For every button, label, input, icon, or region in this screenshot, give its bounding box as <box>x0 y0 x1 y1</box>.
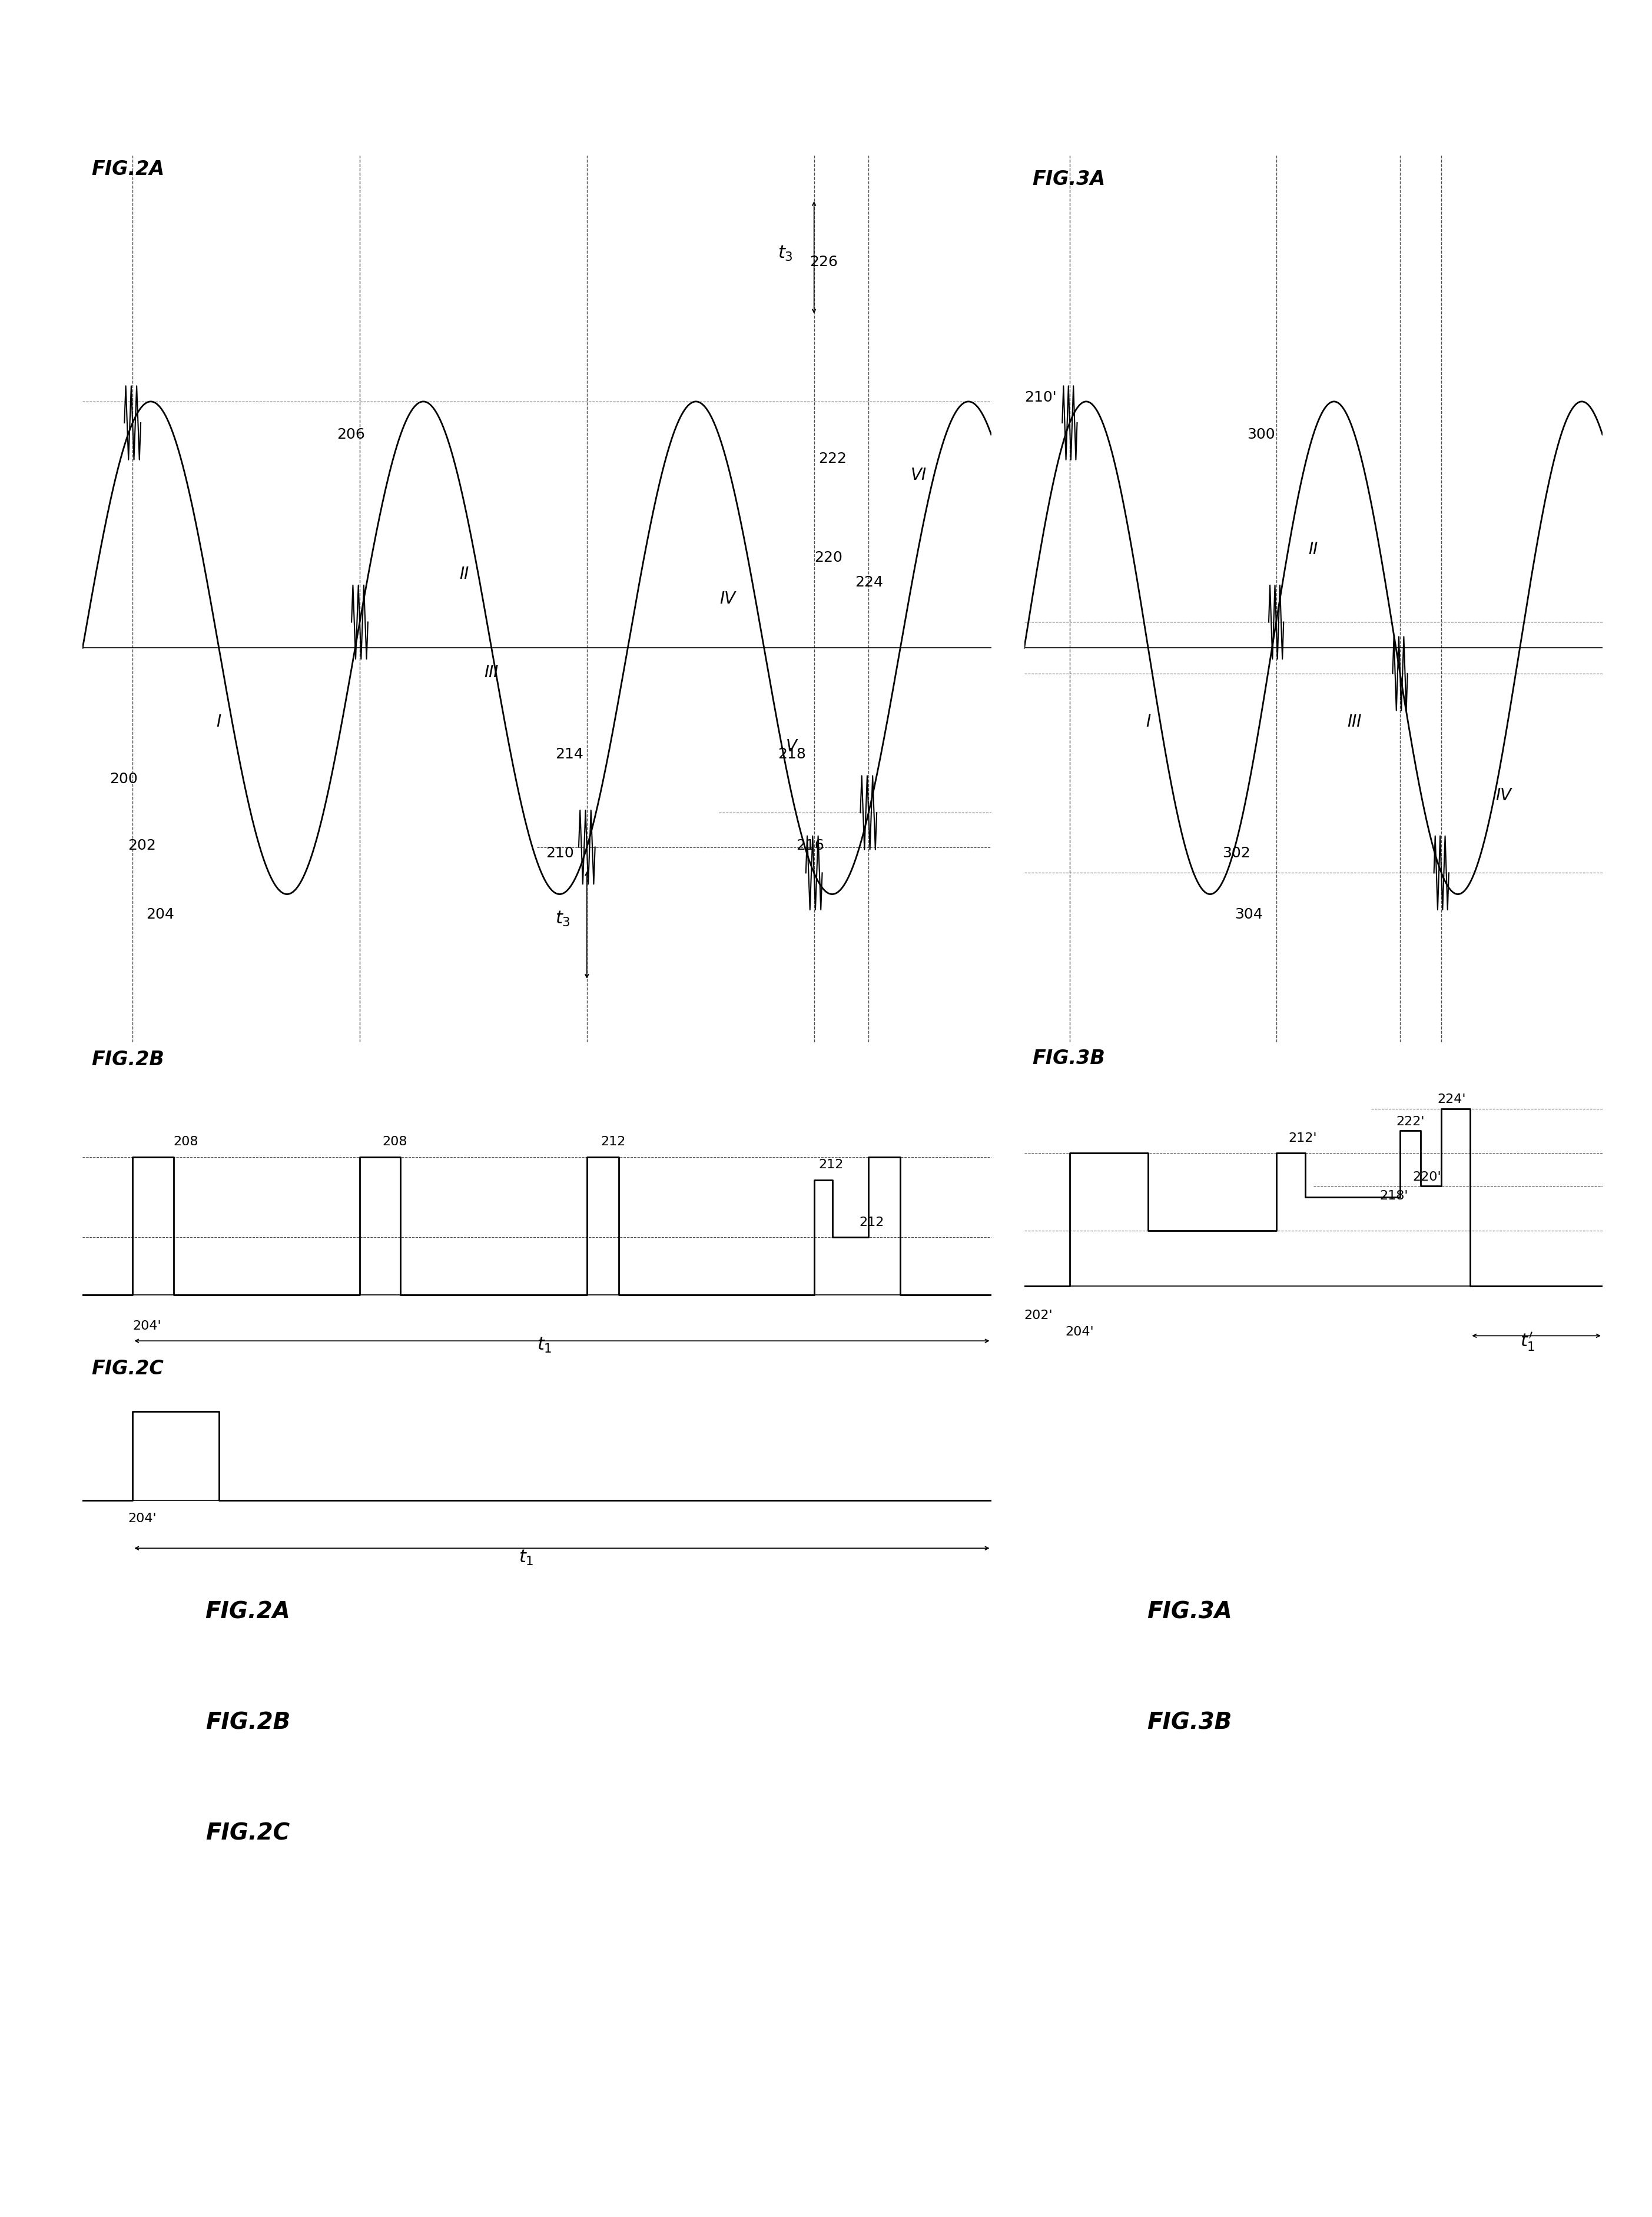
Text: VI: VI <box>910 468 927 483</box>
Text: 202: 202 <box>129 838 157 854</box>
Text: FIG.2A: FIG.2A <box>205 1601 291 1623</box>
Text: I: I <box>216 714 221 729</box>
Text: $t_1$: $t_1$ <box>519 1550 534 1567</box>
Text: 212: 212 <box>601 1135 626 1148</box>
Text: 220': 220' <box>1412 1171 1441 1184</box>
Text: FIG.2B: FIG.2B <box>205 1712 291 1734</box>
Text: II: II <box>1308 541 1318 556</box>
Text: FIG.2C: FIG.2C <box>205 1822 291 1845</box>
Text: $t_1'$: $t_1'$ <box>1520 1330 1535 1352</box>
Text: 204': 204' <box>129 1512 157 1525</box>
Text: FIG.3A: FIG.3A <box>1032 168 1105 188</box>
Text: 202': 202' <box>1024 1310 1052 1321</box>
Text: 220: 220 <box>814 550 843 565</box>
Text: 212: 212 <box>859 1217 884 1228</box>
Text: FIG.3B: FIG.3B <box>1146 1712 1232 1734</box>
Text: III: III <box>484 665 499 681</box>
Text: IV: IV <box>720 590 735 607</box>
Text: 206: 206 <box>337 428 365 441</box>
Text: 204': 204' <box>132 1319 162 1332</box>
Text: $t_3$: $t_3$ <box>555 909 570 929</box>
Text: 224: 224 <box>856 574 884 590</box>
Text: 224': 224' <box>1437 1093 1465 1106</box>
Text: 302: 302 <box>1222 847 1251 860</box>
Text: 300: 300 <box>1247 428 1275 441</box>
Text: 222': 222' <box>1396 1115 1424 1128</box>
Text: II: II <box>459 565 469 583</box>
Text: 210: 210 <box>547 847 575 860</box>
Text: FIG.2A: FIG.2A <box>93 160 165 180</box>
Text: 218: 218 <box>778 747 806 763</box>
Text: 200: 200 <box>109 772 139 787</box>
Text: 204': 204' <box>1066 1326 1094 1339</box>
Text: I: I <box>1146 714 1150 729</box>
Text: 212': 212' <box>1289 1133 1317 1144</box>
Text: 304: 304 <box>1234 907 1264 922</box>
Text: V: V <box>786 738 796 754</box>
Text: 226: 226 <box>809 255 838 268</box>
Text: 208: 208 <box>173 1135 198 1148</box>
Text: FIG.3B: FIG.3B <box>1032 1049 1105 1069</box>
Text: 210': 210' <box>1024 390 1056 403</box>
Text: 212: 212 <box>819 1159 844 1171</box>
Text: IV: IV <box>1495 787 1512 805</box>
Text: 204: 204 <box>147 907 175 922</box>
Text: $t_1$: $t_1$ <box>537 1337 552 1355</box>
Text: III: III <box>1348 714 1361 729</box>
Text: FIG.2C: FIG.2C <box>93 1359 164 1379</box>
Text: FIG.3A: FIG.3A <box>1146 1601 1232 1623</box>
Text: FIG.2B: FIG.2B <box>93 1049 165 1069</box>
Text: 218': 218' <box>1379 1191 1408 1202</box>
Text: 208: 208 <box>383 1135 408 1148</box>
Text: 214: 214 <box>555 747 583 763</box>
Text: 222: 222 <box>819 452 847 466</box>
Text: $t_3$: $t_3$ <box>778 244 793 264</box>
Text: 216: 216 <box>796 838 824 854</box>
